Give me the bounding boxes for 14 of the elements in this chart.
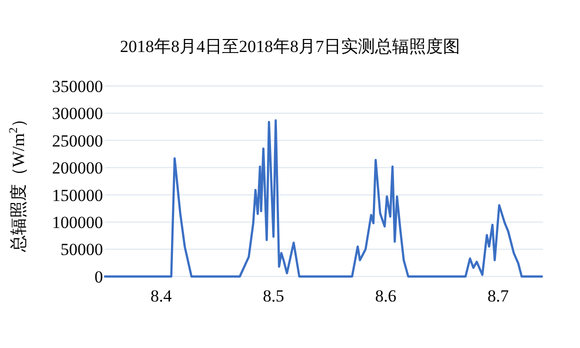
x-tick-label: 8.6 [375,286,396,306]
line-series [104,119,543,278]
x-tick-label: 8.5 [262,286,284,306]
x-tick-label: 8.4 [150,286,172,306]
y-tick-label: 200000 [52,158,103,178]
y-tick-label: 250000 [52,131,103,150]
y-tick-label: 150000 [52,186,103,205]
x-tick-label: 8.7 [487,286,510,306]
y-tick-label: 300000 [52,104,103,124]
chart-title: 2018年8月4日至2018年8月7日实测总辐照度图 [120,37,460,56]
y-tick-label: 0 [94,267,103,286]
y-tick-label: 100000 [52,213,103,232]
y-tick-label: 50000 [60,240,103,260]
y-tick-label: 350000 [52,76,103,96]
